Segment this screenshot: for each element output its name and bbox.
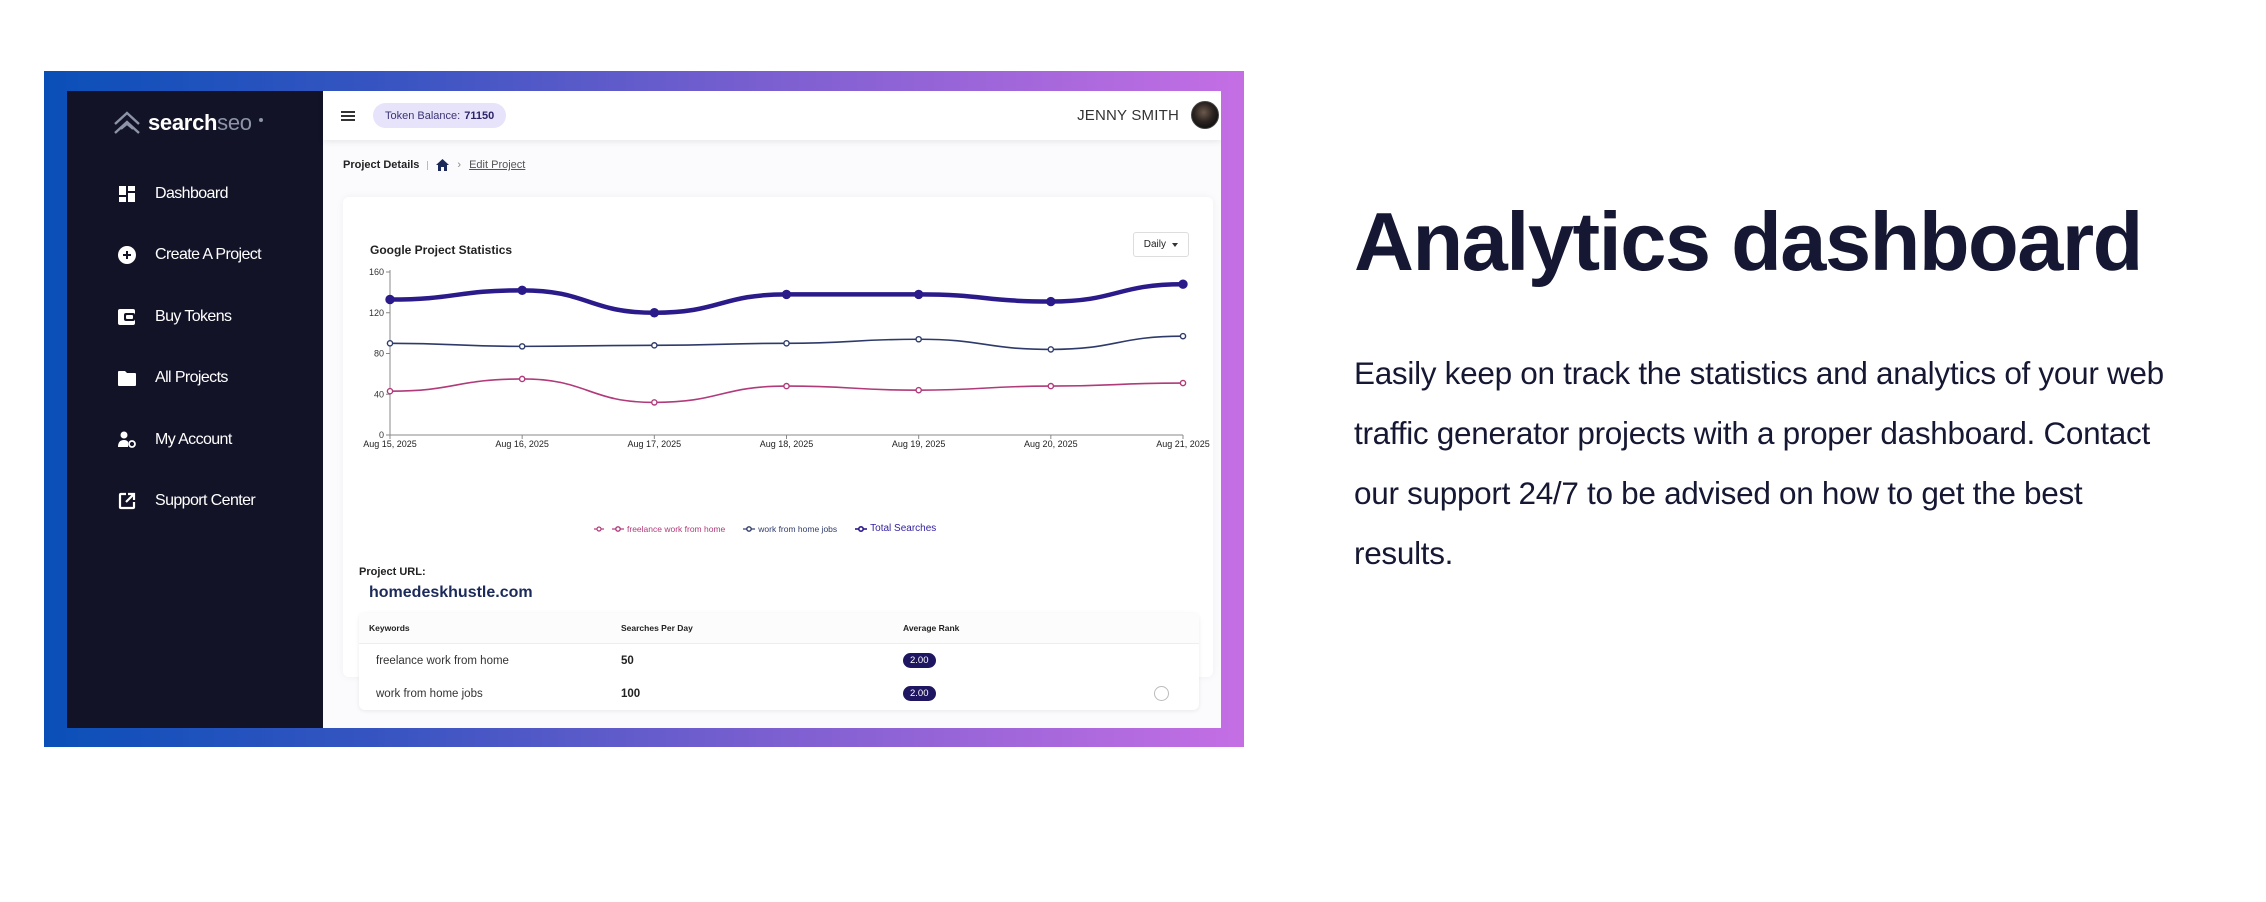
user-name: JENNY SMITH	[1077, 106, 1179, 124]
logo-dot	[258, 118, 263, 122]
dashboard-icon	[117, 184, 137, 204]
sidebar-item-label: Create A Project	[155, 246, 262, 264]
token-balance-badge: Token Balance: 71150	[373, 103, 507, 128]
keyword-cell: freelance work from home	[376, 654, 509, 667]
legend-marker-icon	[594, 525, 624, 532]
sidebar-item-label: My Account	[155, 430, 232, 448]
svg-text:Aug 21, 2025: Aug 21, 2025	[1156, 439, 1210, 449]
sidebar-nav: Dashboard Create A Project Buy Tokens	[117, 163, 262, 533]
rank-badge: 2.00	[903, 653, 936, 668]
legend-label: work from home jobs	[758, 523, 838, 534]
token-balance-label: Token Balance:	[385, 109, 461, 122]
svg-text:Aug 17, 2025: Aug 17, 2025	[628, 439, 682, 449]
user-menu[interactable]: JENNY SMITH	[1077, 101, 1219, 129]
logo-chevrons-icon	[114, 111, 140, 134]
description: Easily keep on track the statistics and …	[1354, 355, 2164, 571]
project-url[interactable]: homedeskhustle.com	[369, 584, 533, 601]
svg-text:80: 80	[374, 349, 384, 359]
breadcrumb: Project Details › Edit Project	[343, 159, 525, 171]
chart-title: Google Project Statistics	[370, 243, 513, 257]
table-row[interactable]: freelance work from home 50 2.00	[359, 644, 1199, 677]
legend-label: Total Searches	[870, 523, 937, 534]
sidebar-item-label: Support Center	[155, 492, 256, 510]
svg-text:Aug 20, 2025: Aug 20, 2025	[1024, 439, 1078, 449]
legend-marker-icon	[855, 525, 868, 532]
period-value: Daily	[1143, 239, 1166, 250]
logo-text: searchseo	[148, 110, 252, 135]
sidebar: searchseo Dashboard Create A Project	[67, 91, 323, 728]
sidebar-item-dashboard[interactable]: Dashboard	[117, 163, 261, 225]
svg-text:40: 40	[374, 389, 384, 399]
svg-text:160: 160	[369, 267, 384, 277]
main-content: Token Balance: 71150 JENNY SMITH Project…	[323, 91, 1221, 728]
caret-down-icon	[1172, 242, 1178, 247]
page-title: Project Details	[343, 159, 420, 171]
legend-item-freelance[interactable]: freelance work from home	[594, 524, 725, 534]
row-select-radio[interactable]	[1153, 686, 1169, 701]
sidebar-item-label: Buy Tokens	[155, 307, 232, 325]
wallet-icon	[117, 307, 137, 327]
table-row[interactable]: work from home jobs 100 2.00	[359, 677, 1199, 710]
searches-cell: 50	[621, 654, 634, 667]
marketing-copy: Analytics dashboard Easily keep on track…	[1354, 200, 2174, 583]
table-header: Keywords Searches Per Day Average Rank	[359, 613, 1199, 644]
chart-legend: freelance work from home work from home …	[594, 523, 936, 534]
legend-label: freelance work from home	[627, 523, 726, 534]
app-window: searchseo Dashboard Create A Project	[67, 91, 1221, 728]
sidebar-item-label: All Projects	[155, 369, 228, 387]
line-chart: 0 40 80 120 160 Aug 15, 2025 Aug 16, 2025 Aug 1…	[363, 267, 1210, 449]
column-header-searches: Searches Per Day	[621, 623, 693, 633]
menu-icon[interactable]	[341, 110, 355, 121]
project-url-label: Project URL:	[359, 566, 426, 578]
period-dropdown[interactable]: Daily	[1132, 232, 1189, 257]
headline: Analytics dashboard	[1354, 195, 2143, 288]
svg-text:Aug 15, 2025: Aug 15, 2025	[363, 439, 417, 449]
home-icon[interactable]	[436, 159, 450, 171]
breadcrumb-divider	[427, 160, 429, 170]
chevron-right-icon: ›	[457, 159, 462, 171]
sidebar-item-label: Dashboard	[155, 184, 228, 202]
sidebar-item-support-center[interactable]: Support Center	[117, 471, 261, 533]
sidebar-item-buy-tokens[interactable]: Buy Tokens	[117, 286, 261, 348]
sidebar-item-create-project[interactable]: Create A Project	[117, 225, 262, 287]
searches-cell: 100	[621, 687, 641, 700]
token-balance-value: 71150	[464, 109, 495, 122]
user-cog-icon	[117, 430, 137, 450]
svg-text:0: 0	[379, 430, 384, 440]
keyword-cell: work from home jobs	[376, 687, 483, 700]
screenshot-frame: searchseo Dashboard Create A Project	[44, 71, 1244, 747]
sidebar-item-my-account[interactable]: My Account	[117, 409, 261, 471]
statistics-card: Google Project Statistics Daily 0 40 80 120…	[343, 197, 1213, 710]
svg-text:Aug 16, 2025: Aug 16, 2025	[495, 439, 549, 449]
avatar[interactable]	[1191, 101, 1219, 129]
svg-text:120: 120	[369, 308, 384, 318]
external-link-icon	[117, 491, 137, 511]
logo[interactable]: searchseo	[112, 109, 263, 137]
topbar: Token Balance: 71150 JENNY SMITH	[323, 91, 1221, 140]
legend-item-total[interactable]: Total Searches	[855, 523, 936, 534]
svg-text:Aug 18, 2025: Aug 18, 2025	[760, 439, 814, 449]
plus-circle-icon	[117, 245, 137, 265]
legend-item-jobs[interactable]: work from home jobs	[743, 524, 837, 534]
keywords-table: Keywords Searches Per Day Average Rank f…	[359, 613, 1199, 710]
sidebar-item-all-projects[interactable]: All Projects	[117, 348, 261, 410]
column-header-keywords: Keywords	[369, 623, 410, 633]
svg-text:Aug 19, 2025: Aug 19, 2025	[892, 439, 946, 449]
edit-project-link[interactable]: Edit Project	[469, 159, 526, 171]
legend-marker-icon	[743, 525, 756, 532]
rank-badge: 2.00	[903, 686, 936, 701]
folder-icon	[117, 368, 137, 388]
column-header-rank: Average Rank	[903, 623, 960, 633]
